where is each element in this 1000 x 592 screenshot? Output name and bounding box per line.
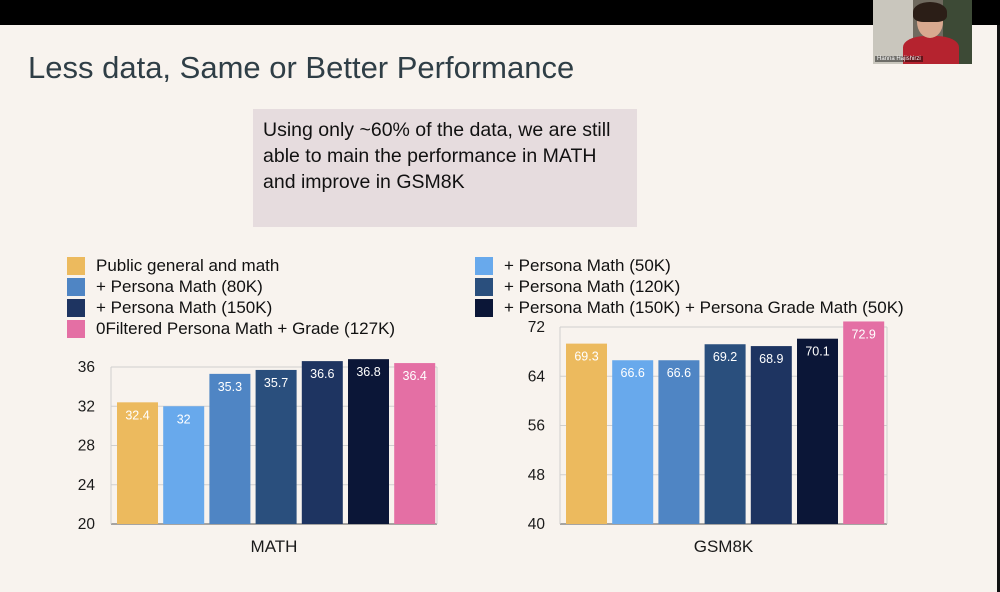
y-tick-label: 20 [78, 516, 96, 533]
bar-value-label: 35.3 [218, 380, 242, 394]
bar-value-label: 36.4 [403, 369, 427, 383]
top-black-bar [0, 0, 1000, 25]
legend-label: 0Filtered Persona Math + Grade (127K) [96, 319, 396, 338]
y-tick-label: 72 [528, 319, 545, 336]
bar [209, 373, 251, 524]
bar [348, 359, 389, 524]
y-tick-label: 56 [528, 418, 545, 435]
bar-value-label: 36.6 [310, 367, 334, 381]
y-tick-label: 40 [528, 516, 546, 533]
slide-title: Less data, Same or Better Performance [28, 50, 575, 85]
legend-label: + Persona Math (120K) [504, 277, 681, 296]
legend-label: + Persona Math (150K) + Persona Grade Ma… [504, 298, 904, 317]
bar-value-label: 68.9 [759, 352, 783, 366]
bar-value-label: 66.6 [621, 366, 645, 380]
bar-value-label: 69.3 [574, 350, 598, 364]
bar [658, 360, 700, 524]
x-axis-label: MATH [251, 537, 298, 556]
bar-value-label: 72.9 [852, 327, 876, 341]
webcam-thumbnail[interactable]: Hanna Hajishirzi [873, 0, 972, 64]
bar-value-label: 32 [177, 412, 191, 426]
bar [750, 346, 792, 524]
right-edge-strip [997, 25, 1000, 592]
legend-label: + Persona Math (150K) [96, 298, 273, 317]
bar-value-label: 70.1 [805, 345, 829, 359]
legend-swatch [475, 257, 493, 275]
y-tick-label: 36 [78, 359, 95, 376]
bar-value-label: 66.6 [667, 366, 691, 380]
bar-value-label: 35.7 [264, 376, 288, 390]
bar-value-label: 69.2 [713, 350, 737, 364]
bar [117, 402, 158, 524]
y-tick-label: 64 [528, 368, 546, 385]
y-tick-label: 48 [528, 467, 545, 484]
callout-text: Using only ~60% of the data, we are stil… [263, 119, 611, 193]
legend-swatch [67, 299, 85, 317]
bar [797, 338, 838, 524]
y-tick-label: 28 [78, 438, 95, 455]
legend-swatch [67, 320, 85, 338]
x-axis-label: GSM8K [694, 537, 754, 556]
legend-swatch [475, 299, 493, 317]
legend-label: + Persona Math (80K) [96, 277, 263, 296]
bar-value-label: 36.8 [356, 365, 380, 379]
legend-swatch [67, 257, 85, 275]
bar [843, 321, 885, 524]
legend-swatch [67, 278, 85, 296]
bar [163, 406, 205, 524]
bar-value-label: 32.4 [125, 408, 149, 422]
presenter-body [903, 36, 959, 64]
callout-box: Using only ~60% of the data, we are stil… [253, 109, 637, 227]
legend-label: + Persona Math (50K) [504, 256, 671, 275]
bar [255, 369, 297, 524]
bar [612, 360, 654, 524]
bar [704, 344, 746, 524]
legend-label: Public general and math [96, 256, 280, 275]
presenter-hair [913, 2, 947, 22]
y-tick-label: 32 [78, 398, 95, 415]
y-tick-label: 24 [78, 477, 96, 494]
bar [566, 343, 607, 524]
legend-swatch [475, 278, 493, 296]
bar [301, 361, 343, 524]
webcam-name-label: Hanna Hajishirzi [875, 56, 923, 62]
bar [394, 363, 436, 524]
